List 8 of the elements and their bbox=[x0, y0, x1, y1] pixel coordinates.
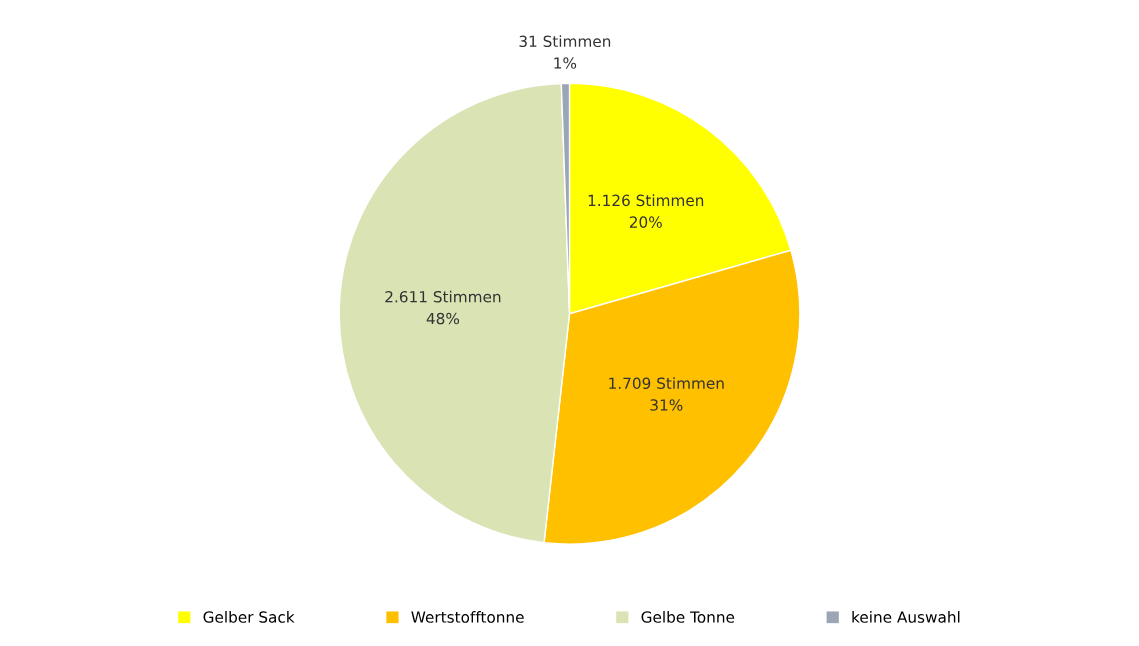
legend-label: Gelber Sack bbox=[203, 611, 295, 623]
legend-label: keine Auswahl bbox=[852, 611, 960, 623]
data-label: 2.611 Stimmen 48% bbox=[385, 290, 501, 325]
legend-label: Wertstofftonne bbox=[411, 611, 524, 623]
data-label: 1.709 Stimmen 31% bbox=[609, 377, 724, 411]
data-label: 31 Stimmen 1% bbox=[519, 35, 611, 69]
legend-label: Gelbe Tonne bbox=[641, 611, 735, 623]
data-label: 1.126 Stimmen 20% bbox=[588, 194, 704, 228]
